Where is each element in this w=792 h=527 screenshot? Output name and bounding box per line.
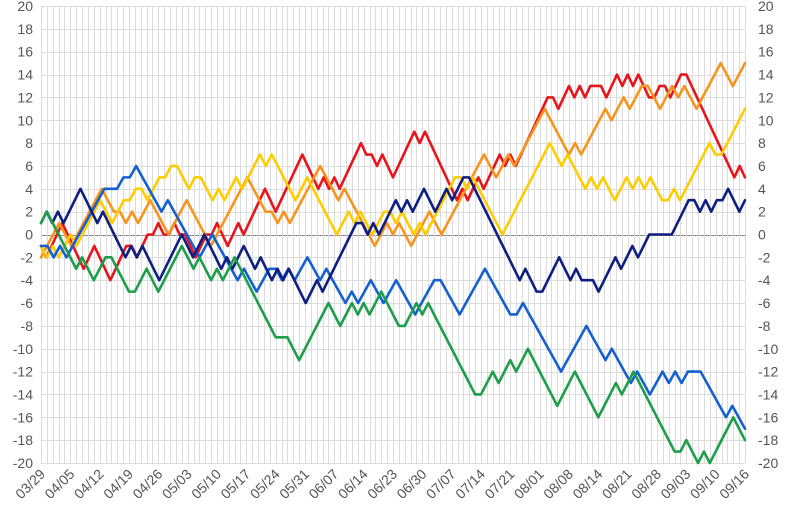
series-group: [39, 61, 747, 465]
x-tick-label: 08/14: [569, 466, 605, 502]
series-line-6: [39, 210, 747, 465]
x-tick-label: 05/24: [247, 466, 283, 502]
y-axis-right: 20181614121086420-2-4-6-8-10-12-14-16-18…: [758, 0, 778, 471]
y-tick-label-left: 20: [17, 0, 33, 14]
x-tick-label: 08/08: [540, 466, 576, 502]
y-tick-label-right: -14: [758, 386, 778, 402]
x-tick-label: 04/26: [129, 466, 165, 502]
x-tick-label: 04/12: [71, 466, 107, 502]
x-tick-label: 05/10: [188, 466, 224, 502]
y-tick-label-right: 14: [758, 67, 774, 83]
y-tick-label-left: 2: [25, 204, 33, 220]
y-tick-label-left: 4: [25, 181, 33, 197]
x-tick-label: 06/30: [393, 466, 429, 502]
y-tick-label-left: -12: [13, 364, 33, 380]
x-tick-label: 09/10: [687, 466, 723, 502]
y-tick-label-right: 12: [758, 89, 774, 105]
x-tick-label: 06/14: [335, 466, 371, 502]
y-tick-label-right: 18: [758, 21, 774, 37]
y-tick-label-right: 20: [758, 0, 774, 14]
y-tick-label-left: 6: [25, 158, 33, 174]
y-tick-label-right: 8: [758, 135, 766, 151]
y-tick-label-left: 14: [17, 67, 33, 83]
x-tick-label: 06/23: [364, 466, 400, 502]
y-tick-label-left: -20: [13, 455, 33, 471]
y-tick-label-right: -10: [758, 341, 778, 357]
y-tick-label-right: 4: [758, 181, 766, 197]
y-tick-label-right: 10: [758, 112, 774, 128]
y-tick-label-left: -2: [21, 249, 34, 265]
y-tick-label-left: 8: [25, 135, 33, 151]
y-tick-label-left: -14: [13, 386, 33, 402]
series-line-3: [39, 107, 747, 259]
y-tick-label-right: -18: [758, 432, 778, 448]
y-tick-label-left: -16: [13, 409, 33, 425]
x-tick-label: 04/05: [41, 466, 77, 502]
y-tick-label-right: -12: [758, 364, 778, 380]
y-tick-label-right: 16: [758, 44, 774, 60]
y-tick-label-right: -20: [758, 455, 778, 471]
y-tick-label-left: -4: [21, 272, 34, 288]
y-tick-label-right: -4: [758, 272, 771, 288]
x-tick-label: 04/19: [100, 466, 136, 502]
y-tick-label-right: -2: [758, 249, 771, 265]
y-tick-label-left: -8: [21, 318, 34, 334]
x-tick-label: 07/07: [423, 466, 459, 502]
x-tick-label: 09/03: [657, 466, 693, 502]
x-tick-label: 08/28: [628, 466, 664, 502]
series-line-4: [39, 164, 747, 431]
y-tick-label-right: -6: [758, 295, 771, 311]
x-tick-label: 07/14: [452, 466, 488, 502]
y-tick-label-right: -16: [758, 409, 778, 425]
y-tick-label-left: -18: [13, 432, 33, 448]
series-line-2: [39, 61, 747, 259]
y-tick-label-right: 6: [758, 158, 766, 174]
gridlines: [41, 6, 746, 464]
y-tick-label-left: -6: [21, 295, 34, 311]
x-tick-label: 03/29: [12, 466, 48, 502]
y-tick-label-left: -10: [13, 341, 33, 357]
x-tick-label: 08/01: [511, 466, 547, 502]
x-axis: 03/2904/0504/1204/1904/2605/0305/1005/17…: [12, 466, 752, 502]
series-line-1: [39, 73, 747, 282]
y-axis-left: 20181614121086420-2-4-6-8-10-12-14-16-18…: [13, 0, 33, 471]
x-tick-label: 07/21: [481, 466, 517, 502]
y-tick-label-left: 18: [17, 21, 33, 37]
x-tick-label: 08/21: [599, 466, 635, 502]
y-tick-label-right: -8: [758, 318, 771, 334]
y-tick-label-right: 2: [758, 204, 766, 220]
y-tick-label-left: 0: [25, 227, 33, 243]
x-tick-label: 05/17: [217, 466, 253, 502]
x-tick-label: 05/31: [276, 466, 312, 502]
y-tick-label-left: 16: [17, 44, 33, 60]
series-line-5: [39, 176, 747, 305]
x-tick-label: 06/07: [305, 466, 341, 502]
x-tick-label: 09/16: [716, 466, 752, 502]
y-tick-label-left: 12: [17, 89, 33, 105]
y-tick-label-right: 0: [758, 227, 766, 243]
y-tick-label-left: 10: [17, 112, 33, 128]
x-tick-label: 05/03: [159, 466, 195, 502]
